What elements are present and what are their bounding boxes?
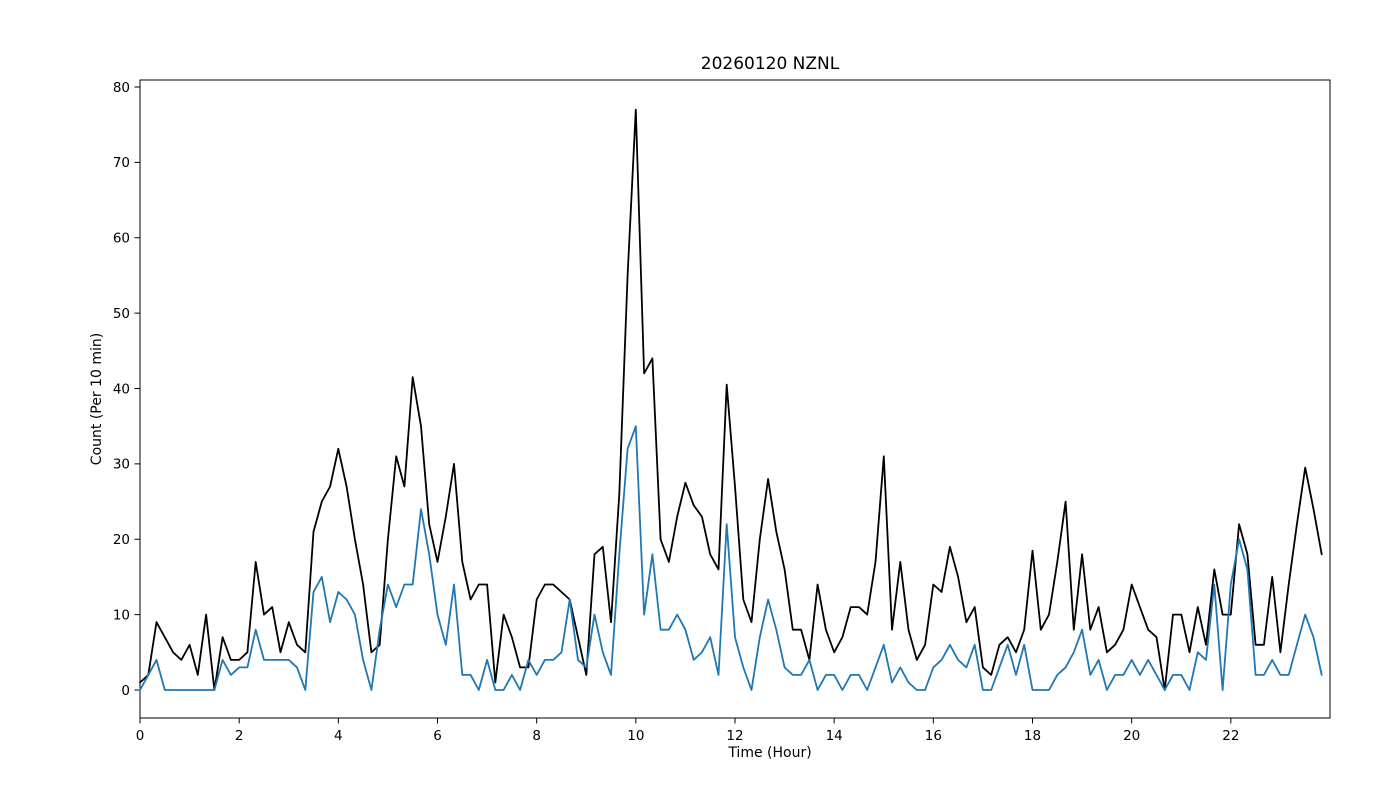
x-axis-label: Time (Hour): [0, 745, 1400, 761]
y-tick-label: 70: [113, 155, 130, 171]
y-axis-label-text: Count (Per 10 min): [89, 332, 105, 466]
x-tick-label: 10: [627, 728, 644, 744]
series-black-line: [139, 108, 1323, 691]
x-axis-label-text: Time (Hour): [728, 745, 812, 761]
y-tick-label: 60: [113, 231, 130, 247]
y-tick-label: 0: [121, 683, 130, 699]
x-tick-label: 0: [136, 728, 145, 744]
y-tick-label: 40: [113, 381, 130, 397]
y-tick-label: 20: [113, 532, 130, 548]
y-tick-label: 10: [113, 607, 130, 623]
x-tick-label: 22: [1222, 728, 1239, 744]
y-tick-label: 50: [113, 306, 130, 322]
y-tick-label: 30: [113, 457, 130, 473]
x-tick-label: 4: [334, 728, 343, 744]
y-tick-label: 80: [113, 80, 130, 96]
chart-title-text: 20260120 NZNL: [700, 54, 840, 74]
x-tick-label: 2: [235, 728, 244, 744]
x-tick-label: 16: [925, 728, 942, 744]
x-tick-label: 20: [1123, 728, 1140, 744]
series-blue-line: [139, 425, 1323, 691]
plot-frame: [139, 79, 1331, 719]
x-tick-label: 14: [826, 728, 843, 744]
x-tick-label: 12: [726, 728, 743, 744]
x-tick-label: 8: [532, 728, 541, 744]
chart-title: 20260120 NZNL: [0, 54, 1400, 74]
x-tick-label: 6: [433, 728, 442, 744]
x-tick-label: 18: [1024, 728, 1041, 744]
